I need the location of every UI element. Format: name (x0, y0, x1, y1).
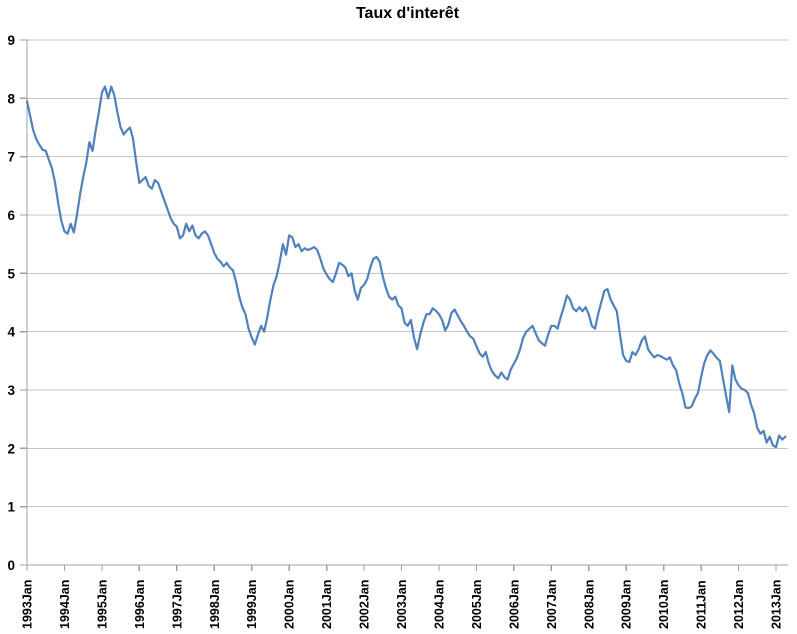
y-axis-labels: 0 1 2 3 4 5 6 7 8 9 (7, 33, 15, 573)
x-axis-ticks (26, 565, 777, 571)
series-line (25, 85, 787, 449)
chart-title: Taux d'interêt (355, 5, 460, 22)
x-tick-label: 2013Jan (770, 580, 784, 629)
x-tick-label: 2009Jan (620, 580, 634, 629)
y-tick-label: 0 (7, 558, 15, 573)
y-tick-label: 7 (7, 150, 15, 165)
y-gridlines (27, 39, 788, 508)
x-tick-label: 2008Jan (582, 580, 596, 629)
x-tick-label: 2003Jan (395, 580, 409, 629)
x-tick-label: 1995Jan (95, 580, 109, 629)
x-tick-label: 2007Jan (545, 580, 559, 629)
x-tick-label: 2000Jan (283, 580, 297, 629)
x-tick-label: 2005Jan (470, 580, 484, 629)
y-tick-label: 9 (7, 33, 15, 48)
y-tick-label: 6 (7, 208, 15, 223)
x-tick-label: 2002Jan (358, 580, 372, 629)
x-tick-label: 1999Jan (245, 580, 259, 629)
x-tick-label: 2012Jan (732, 580, 746, 629)
x-axis-labels: 1993Jan 1994Jan 1995Jan 1996Jan 1997Jan 1998J… (21, 580, 784, 629)
x-tick-label: 1998Jan (208, 580, 222, 629)
x-tick-label: 2001Jan (320, 580, 334, 629)
x-tick-label: 1997Jan (170, 580, 184, 629)
y-tick-label: 1 (7, 500, 15, 515)
y-tick-label: 3 (7, 383, 15, 398)
x-tick-label: 2011Jan (695, 580, 709, 629)
y-tick-label: 4 (7, 325, 15, 340)
axes (20, 40, 788, 566)
x-tick-label: 1996Jan (133, 580, 147, 629)
x-tick-label: 1994Jan (58, 580, 72, 629)
x-tick-label: 1993Jan (21, 580, 35, 629)
x-tick-label: 2006Jan (507, 580, 521, 629)
y-axis-ticks (20, 39, 27, 566)
y-tick-label: 8 (7, 91, 15, 106)
y-tick-label: 2 (7, 441, 15, 456)
x-tick-label: 2004Jan (432, 580, 446, 629)
x-tick-label: 2010Jan (657, 580, 671, 629)
y-tick-label: 5 (7, 266, 15, 281)
